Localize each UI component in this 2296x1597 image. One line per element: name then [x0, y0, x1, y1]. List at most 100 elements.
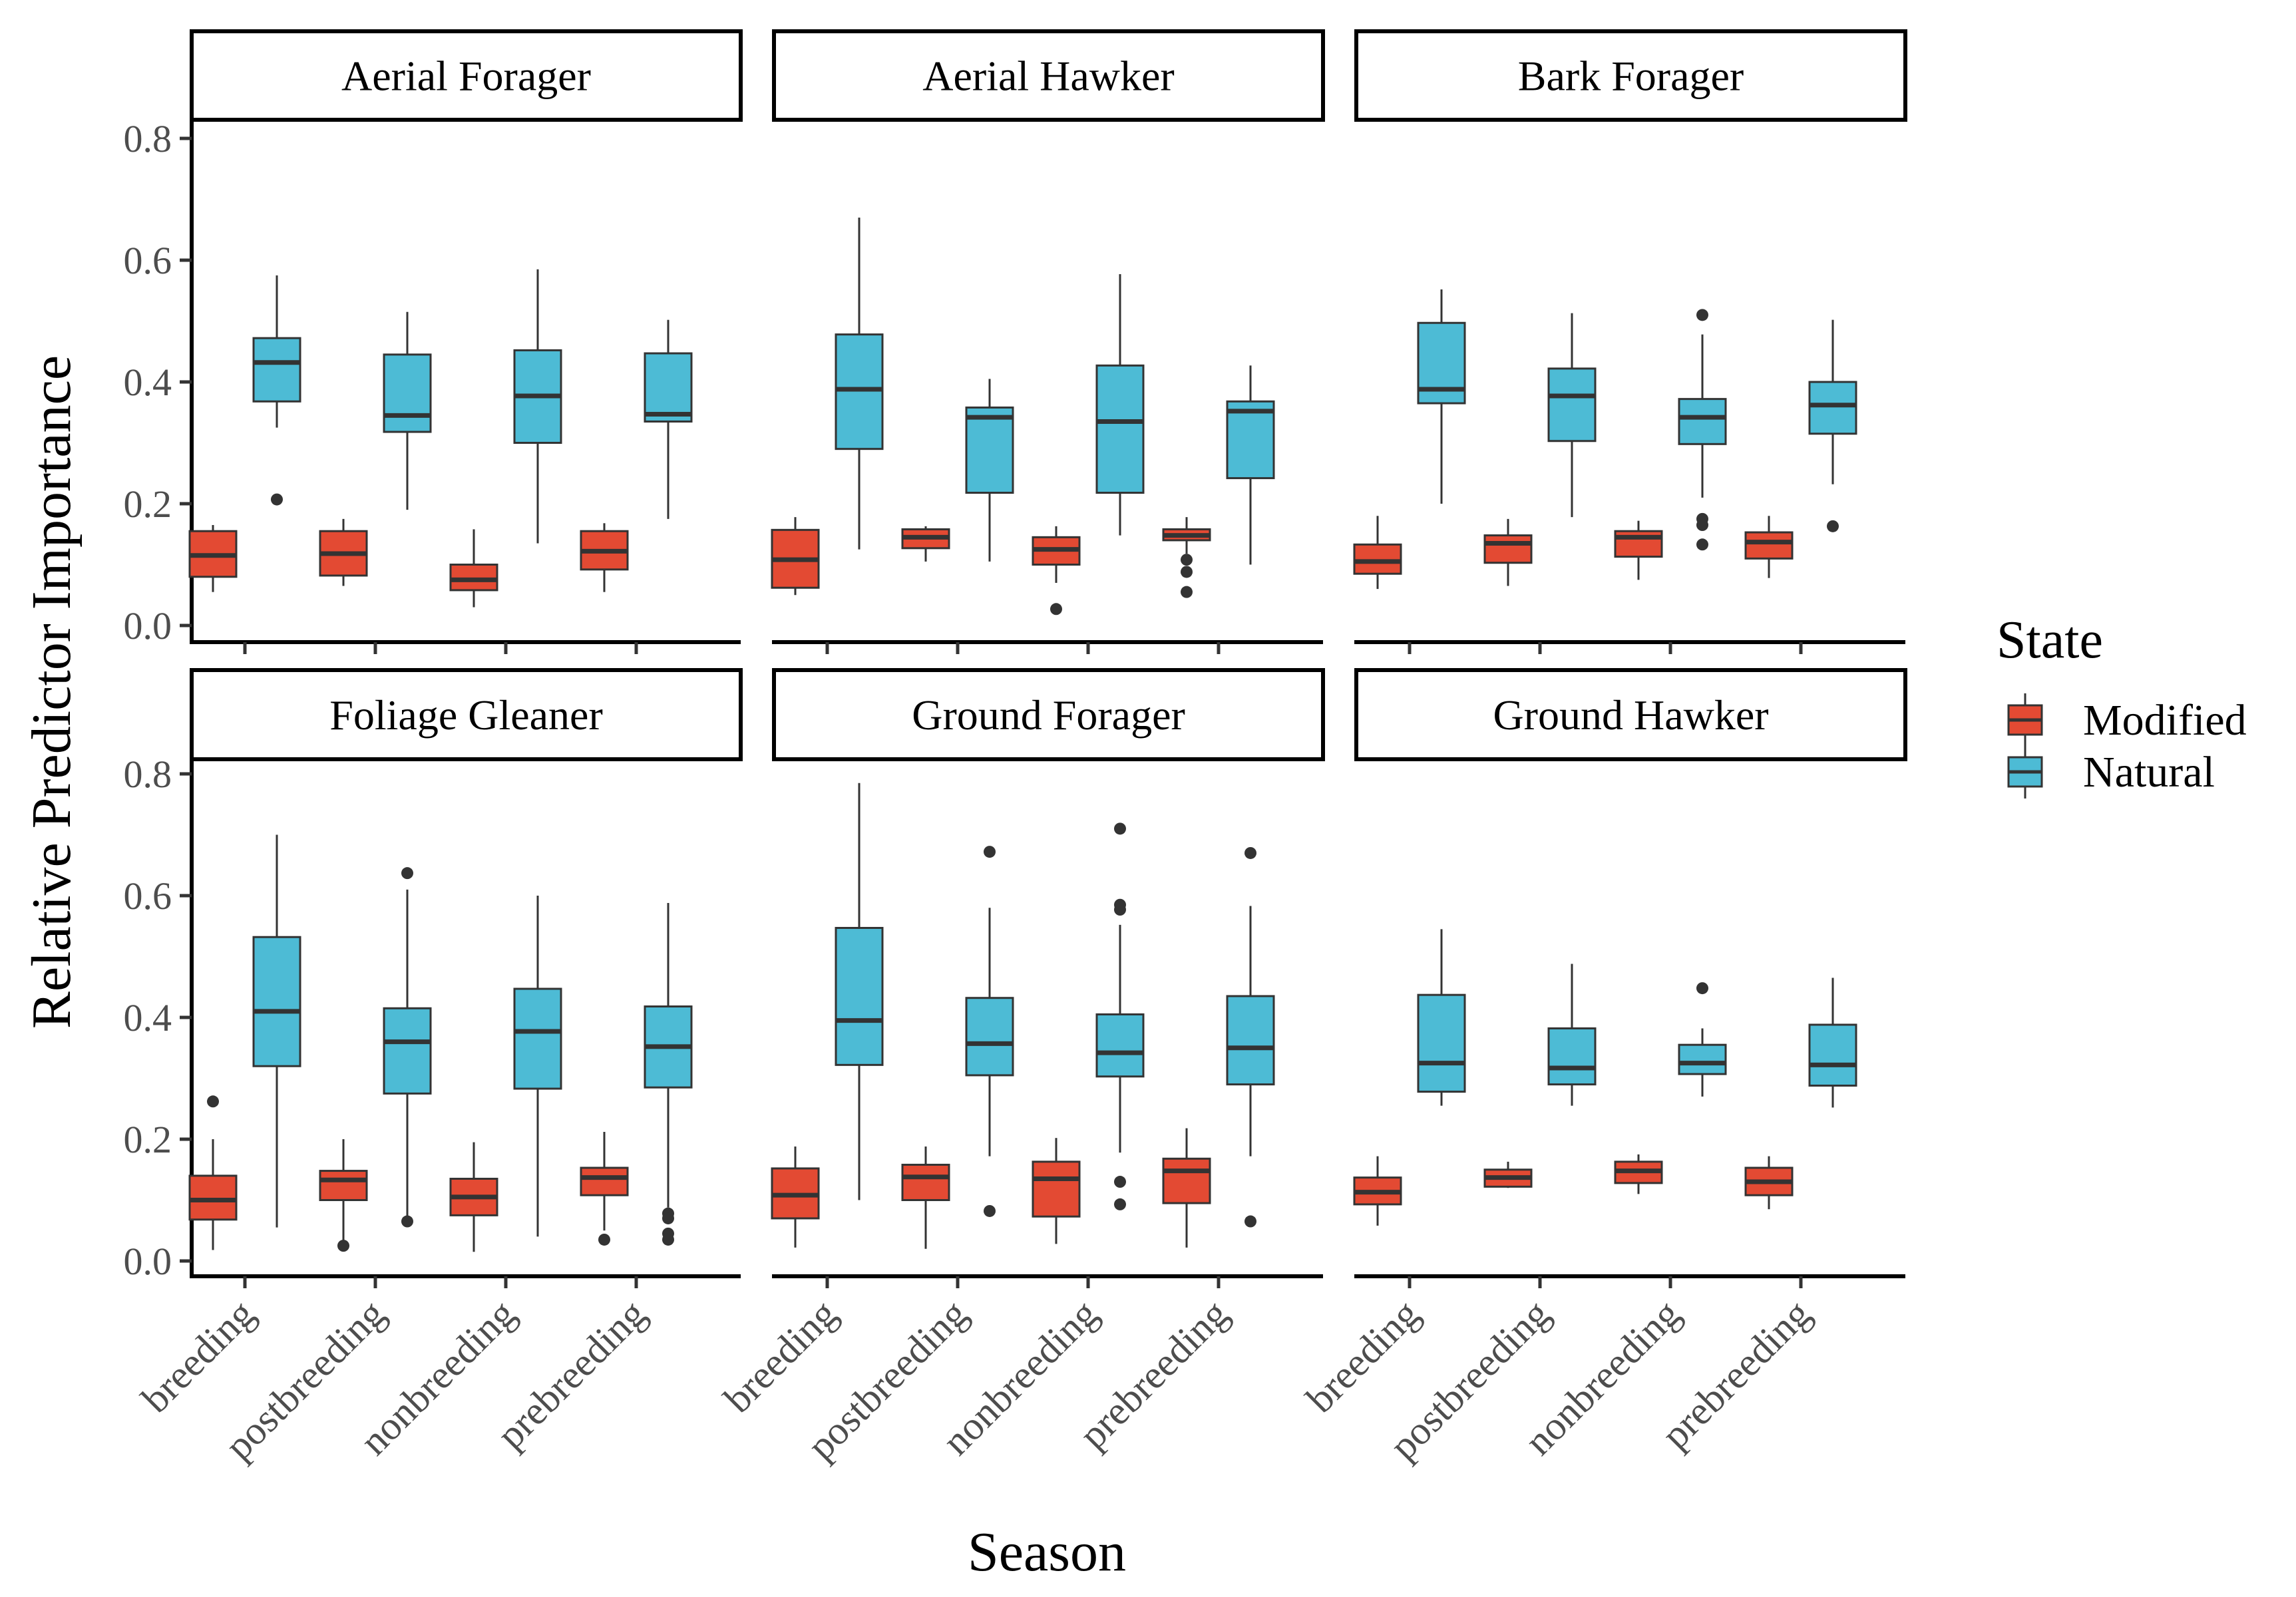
facet-strip-title: Bark Forager: [1518, 53, 1744, 100]
y-tick-label: 0.8: [124, 117, 172, 160]
box-natural: [965, 379, 1014, 562]
outlier-point: [1696, 982, 1708, 995]
box-iqr: [835, 333, 884, 450]
outlier-point: [401, 867, 413, 880]
box-natural: [383, 867, 432, 1228]
box-natural: [1547, 964, 1597, 1106]
box-iqr: [965, 997, 1014, 1077]
outlier-point: [662, 1233, 674, 1246]
box-natural: [252, 834, 301, 1228]
facet-strip-title: Aerial Hawker: [922, 53, 1174, 100]
legend-title: State: [1997, 611, 2103, 669]
facet-strip-title: Ground Forager: [912, 691, 1185, 739]
box-modified: [1483, 518, 1533, 586]
y-tick-label: 0.2: [124, 1118, 172, 1161]
box-modified: [1614, 520, 1663, 580]
outlier-point: [1696, 309, 1708, 321]
box-iqr: [965, 406, 1014, 494]
box-natural: [644, 319, 693, 519]
legend-entry: Natural: [2007, 745, 2215, 798]
box-modified: [1032, 526, 1081, 616]
box-natural: [1547, 313, 1597, 518]
box-iqr: [1744, 531, 1794, 560]
legend-label: Natural: [2083, 748, 2215, 797]
box-iqr: [1547, 1027, 1597, 1086]
box-natural: [965, 846, 1014, 1217]
box-iqr: [644, 352, 693, 423]
y-tick-label: 0.0: [124, 1240, 172, 1283]
y-tick-label: 0.0: [124, 604, 172, 647]
facet-strip: [190, 668, 743, 761]
outlier-point: [1114, 822, 1126, 835]
box-modified: [1483, 1161, 1533, 1188]
box-natural: [1226, 365, 1275, 565]
outlier-point: [207, 1095, 219, 1108]
facet-strip: [1354, 29, 1907, 122]
box-modified: [1353, 516, 1402, 590]
facet-strip-title: Ground Hawker: [1493, 691, 1768, 739]
facet-strip-title: Aerial Forager: [341, 53, 591, 100]
outlier-point: [401, 1215, 413, 1228]
box-iqr: [449, 564, 498, 592]
outlier-point: [662, 1212, 674, 1224]
box-natural: [1095, 274, 1145, 536]
outlier-point: [984, 846, 996, 858]
facet-strip: [772, 668, 1325, 761]
box-iqr: [901, 1163, 950, 1202]
box-modified: [1162, 517, 1211, 598]
facet-panel: Bark Forager: [1353, 29, 1907, 654]
facet-panel: Aerial Forager 0.0 0.2 0.4 0.6 0.8: [124, 29, 743, 654]
box-modified: [1353, 1156, 1402, 1226]
box-iqr: [252, 337, 301, 403]
box-natural: [513, 269, 562, 544]
outlier-point: [1114, 1176, 1126, 1188]
legend-entry: Modified: [2007, 693, 2247, 747]
box-natural: [1095, 822, 1145, 1210]
box-natural: [252, 275, 301, 506]
y-tick-label: 0.6: [124, 874, 172, 918]
facet-strip: [772, 29, 1325, 122]
y-tick-label: 0.8: [124, 753, 172, 796]
box-modified: [188, 1095, 238, 1250]
y-tick-label: 0.2: [124, 482, 172, 526]
outlier-point: [1114, 1198, 1126, 1210]
box-natural: [1417, 929, 1466, 1106]
box-iqr: [188, 1174, 238, 1221]
y-axis-title: Relative Predictor Importance: [21, 355, 83, 1029]
box-iqr: [1095, 364, 1145, 494]
box-modified: [188, 525, 238, 592]
box-iqr: [1095, 1013, 1145, 1078]
box-modified: [580, 523, 629, 592]
box-modified: [1162, 1128, 1211, 1248]
outlier-point: [1050, 603, 1062, 616]
box-iqr: [1226, 995, 1275, 1086]
box-iqr: [1678, 398, 1727, 445]
box-iqr: [513, 987, 562, 1090]
outlier-point: [1827, 520, 1839, 532]
box-modified: [1032, 1138, 1081, 1244]
facet-strip: [1354, 668, 1907, 761]
box-iqr: [1162, 1157, 1211, 1204]
box-iqr: [252, 936, 301, 1067]
box-modified: [1744, 516, 1794, 578]
outlier-point: [1696, 519, 1708, 532]
box-natural: [644, 902, 693, 1246]
outlier-point: [1181, 586, 1193, 598]
box-modified: [1614, 1154, 1663, 1194]
box-iqr: [1032, 1160, 1081, 1218]
box-modified: [319, 1139, 368, 1252]
box-natural: [1226, 846, 1275, 1228]
outlier-point: [984, 1204, 996, 1217]
box-natural: [835, 783, 884, 1200]
box-iqr: [1353, 543, 1402, 575]
box-modified: [771, 1146, 820, 1248]
facet-panel: Aerial Hawker: [771, 29, 1325, 654]
box-natural: [1678, 982, 1727, 1097]
box-iqr: [580, 1166, 629, 1196]
outlier-point: [1244, 1215, 1256, 1228]
outlier-point: [1181, 566, 1193, 578]
box-iqr: [1808, 381, 1857, 435]
box-iqr: [383, 1007, 432, 1095]
